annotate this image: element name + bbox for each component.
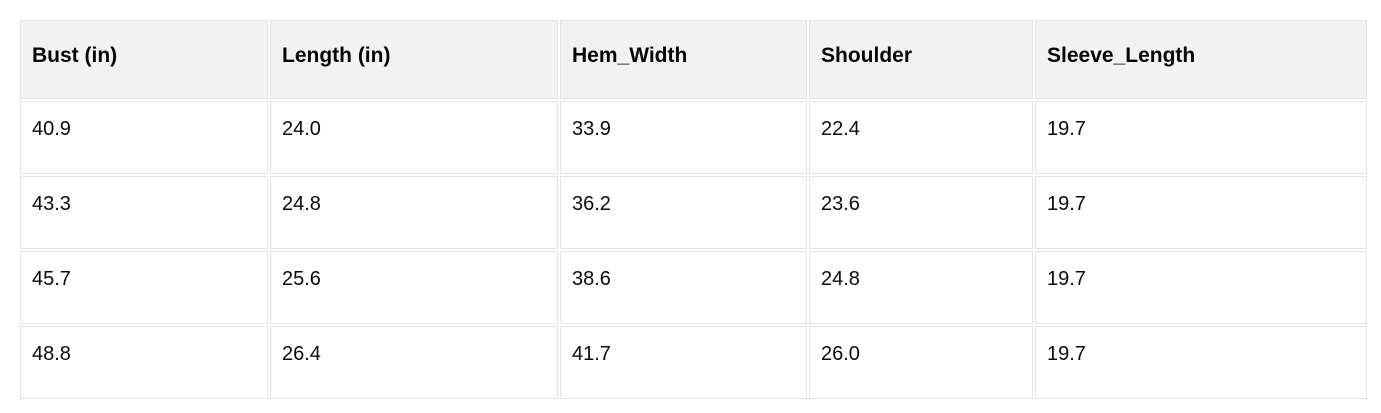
table-cell[interactable]: 25.6 <box>270 251 558 324</box>
table-cell[interactable]: 19.7 <box>1035 251 1367 324</box>
header-row: Bust (in) Length (in) Hem_Width Shoulder Sle… <box>20 20 1367 99</box>
table-cell[interactable]: 19.7 <box>1035 326 1367 399</box>
column-header: Sleeve_Length <box>1035 20 1367 99</box>
table-cell[interactable]: 26.0 <box>809 326 1033 399</box>
table-cell[interactable]: 43.3 <box>20 176 268 249</box>
column-header: Hem_Width <box>560 20 807 99</box>
column-header: Length (in) <box>270 20 558 99</box>
table-cell[interactable]: 23.6 <box>809 176 1033 249</box>
table-cell[interactable]: 41.7 <box>560 326 807 399</box>
table-cell[interactable]: 22.4 <box>809 101 1033 174</box>
table-row: 48.8 26.4 41.7 26.0 19.7 <box>20 326 1367 399</box>
measurements-table: Bust (in) Length (in) Hem_Width Shoulder Sle… <box>18 18 1369 401</box>
table-cell[interactable]: 19.7 <box>1035 101 1367 174</box>
table-row: 43.3 24.8 36.2 23.6 19.7 <box>20 176 1367 249</box>
table-cell[interactable]: 26.4 <box>270 326 558 399</box>
table-cell[interactable]: 33.9 <box>560 101 807 174</box>
table-row: 40.9 24.0 33.9 22.4 19.7 <box>20 101 1367 174</box>
table-cell[interactable]: 40.9 <box>20 101 268 174</box>
table-body: 40.9 24.0 33.9 22.4 19.7 43.3 24.8 36.2 23.6 19.7… <box>20 101 1367 399</box>
table-cell[interactable]: 19.7 <box>1035 176 1367 249</box>
table-cell[interactable]: 45.7 <box>20 251 268 324</box>
column-header: Bust (in) <box>20 20 268 99</box>
table-cell[interactable]: 24.8 <box>270 176 558 249</box>
column-header: Shoulder <box>809 20 1033 99</box>
table-cell[interactable]: 48.8 <box>20 326 268 399</box>
table-cell[interactable]: 36.2 <box>560 176 807 249</box>
table-cell[interactable]: 24.8 <box>809 251 1033 324</box>
table-cell[interactable]: 24.0 <box>270 101 558 174</box>
table-cell[interactable]: 38.6 <box>560 251 807 324</box>
table-row: 45.7 25.6 38.6 24.8 19.7 <box>20 251 1367 324</box>
